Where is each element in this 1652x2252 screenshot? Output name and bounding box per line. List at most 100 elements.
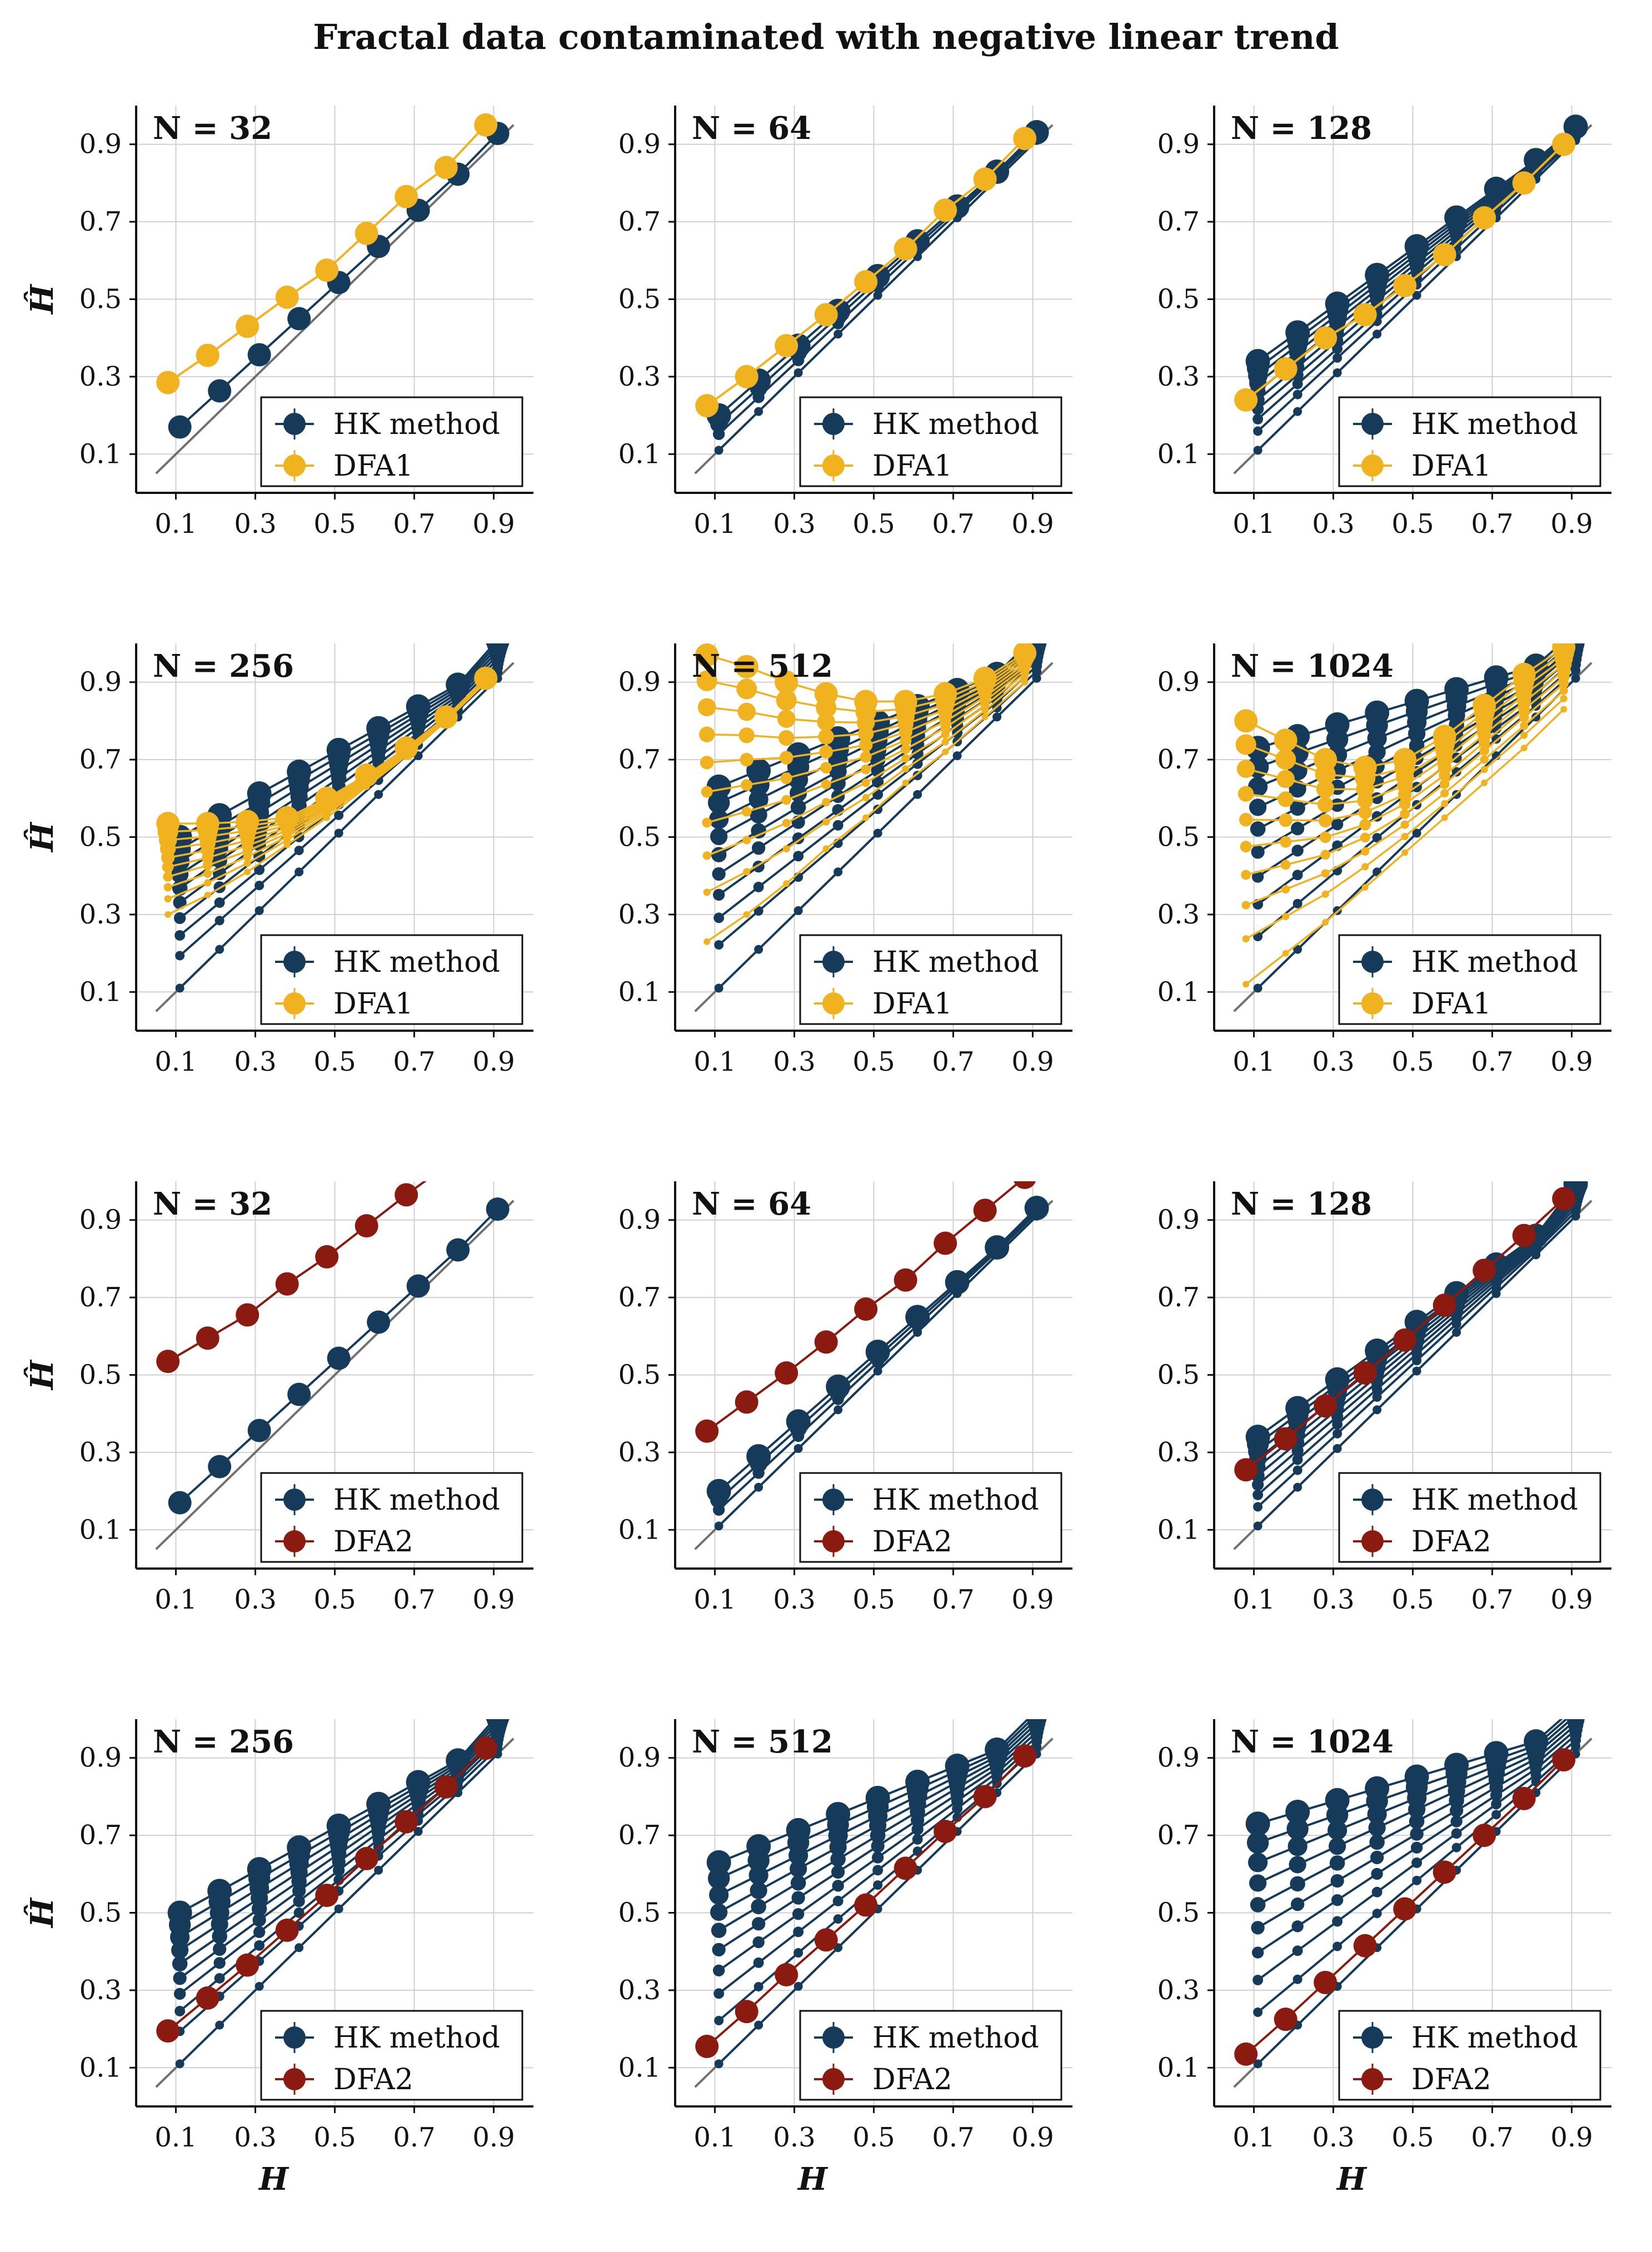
- x-tick-label: 0.9: [1550, 2122, 1593, 2153]
- hk-point: [1252, 413, 1264, 425]
- legend-box: [799, 1472, 1062, 1563]
- dfa-point: [1520, 731, 1528, 739]
- y-tick-label: 0.9: [618, 1742, 661, 1774]
- hk-point: [1292, 1465, 1302, 1475]
- legend-box: [799, 396, 1062, 487]
- dfa-point: [780, 772, 792, 785]
- hk-point: [215, 945, 224, 954]
- legend-swatch-marker: [1361, 2068, 1384, 2090]
- dfa-point: [196, 812, 219, 836]
- dfa-point: [735, 2000, 758, 2024]
- dfa-point: [1277, 791, 1294, 807]
- dfa-point: [1441, 814, 1448, 821]
- y-tick-label: 0.3: [618, 899, 661, 930]
- hk-point: [1293, 945, 1302, 954]
- plot-area: [1233, 1719, 1593, 2088]
- dfa-point: [275, 286, 299, 309]
- y-tick-label: 0.9: [618, 129, 661, 160]
- hk-point: [905, 1305, 930, 1330]
- x-tick-label: 0.3: [1312, 1584, 1354, 1615]
- hk-point: [832, 1880, 844, 1892]
- hk-point: [1292, 1974, 1302, 1984]
- hk-point: [710, 827, 728, 846]
- hk-point: [1291, 1920, 1304, 1933]
- dfa-point: [1241, 870, 1251, 880]
- dfa-point: [1552, 132, 1576, 156]
- dfa-point: [1359, 818, 1371, 831]
- n-label: N = 64: [692, 1186, 811, 1222]
- hk-point: [1451, 767, 1461, 777]
- dfa-point: [1552, 1187, 1576, 1211]
- hk-point: [992, 712, 1002, 722]
- hk-point: [712, 867, 726, 881]
- y-tick-label: 0.7: [79, 206, 122, 237]
- y-tick-label: 0.3: [79, 899, 122, 930]
- dfa-point: [779, 751, 793, 765]
- hk-point: [253, 1926, 266, 1938]
- hk-point: [173, 896, 187, 910]
- dfa-point: [818, 728, 834, 745]
- panel-10: 0.1 0.1 0.3 0.3 0.5 0.5 0.7 0.7 0.9 0.9 N = 256 Ĥ H H…: [23, 1719, 533, 2198]
- legend: HK method DFA1: [1338, 396, 1601, 487]
- hk-point: [751, 823, 766, 839]
- dfa-point: [196, 1326, 219, 1350]
- hk-point: [1452, 1327, 1461, 1337]
- y-axis-label: Ĥ: [23, 1359, 61, 1391]
- hk-point: [1032, 673, 1041, 683]
- legend-swatch-marker: [822, 1489, 845, 1511]
- x-tick-label: 0.5: [852, 1584, 895, 1615]
- dfa-point: [854, 270, 878, 294]
- hk-point: [753, 1957, 764, 1968]
- hk-point: [1329, 1855, 1345, 1871]
- hk-point: [1404, 234, 1429, 259]
- dfa-point: [1512, 662, 1536, 686]
- hk-point: [871, 776, 884, 788]
- dfa-point: [1314, 748, 1337, 772]
- hk-point: [174, 2006, 186, 2016]
- hk-point: [334, 810, 344, 820]
- legend-label-hk: HK method: [333, 1484, 500, 1517]
- hk-point: [873, 1880, 883, 1890]
- legend: HK method DFA2: [1338, 1472, 1601, 1563]
- dfa-point: [474, 666, 498, 690]
- dfa-point: [434, 705, 458, 729]
- dfa-point: [695, 1419, 719, 1443]
- x-tick-label: 0.9: [1550, 1584, 1593, 1615]
- dfa-point: [435, 1154, 458, 1177]
- hk-point: [911, 747, 924, 760]
- hk-point: [214, 897, 225, 908]
- hk-point: [1027, 1719, 1047, 1729]
- hk-point: [1484, 176, 1509, 201]
- hk-point: [1286, 1817, 1309, 1840]
- hk-point: [753, 906, 763, 916]
- dfa-point: [1014, 1181, 1036, 1190]
- panel-5: 0.1 0.1 0.3 0.3 0.5 0.5 0.7 0.7 0.9 0.9 N = 512 HK …: [618, 643, 1072, 1077]
- hk-point: [911, 1823, 924, 1835]
- hk-point: [873, 828, 882, 838]
- dfa-point: [1440, 789, 1449, 798]
- panel-2: 0.1 0.1 0.3 0.3 0.5 0.5 0.7 0.7 0.9 0.9 N = 64 HK m…: [618, 106, 1072, 540]
- hk-point: [714, 446, 723, 455]
- n-label: N = 64: [692, 110, 811, 147]
- dfa-point: [973, 666, 997, 690]
- y-tick-label: 0.7: [1157, 206, 1200, 237]
- hk-point: [1444, 205, 1469, 230]
- dfa-point: [1473, 693, 1496, 717]
- hk-point: [1325, 712, 1350, 737]
- hk-point: [294, 846, 304, 856]
- dfa-point: [894, 690, 917, 713]
- dfa-point: [814, 682, 838, 706]
- legend: HK method DFA2: [1338, 2010, 1601, 2101]
- legend-label-hk: HK method: [872, 408, 1039, 441]
- hk-point: [826, 1801, 851, 1826]
- legend-box: [1338, 2010, 1601, 2101]
- hk-point: [753, 881, 764, 892]
- dfa-point: [782, 845, 790, 853]
- hk-point: [793, 851, 804, 862]
- hk-point: [750, 806, 767, 824]
- dfa-point: [164, 895, 172, 903]
- dfa-point: [1242, 935, 1250, 943]
- panel-3: 0.1 0.1 0.3 0.3 0.5 0.5 0.7 0.7 0.9 0.9 N = 128 HK …: [1157, 106, 1611, 540]
- hk-point: [1285, 1396, 1310, 1421]
- dfa-point: [315, 258, 339, 282]
